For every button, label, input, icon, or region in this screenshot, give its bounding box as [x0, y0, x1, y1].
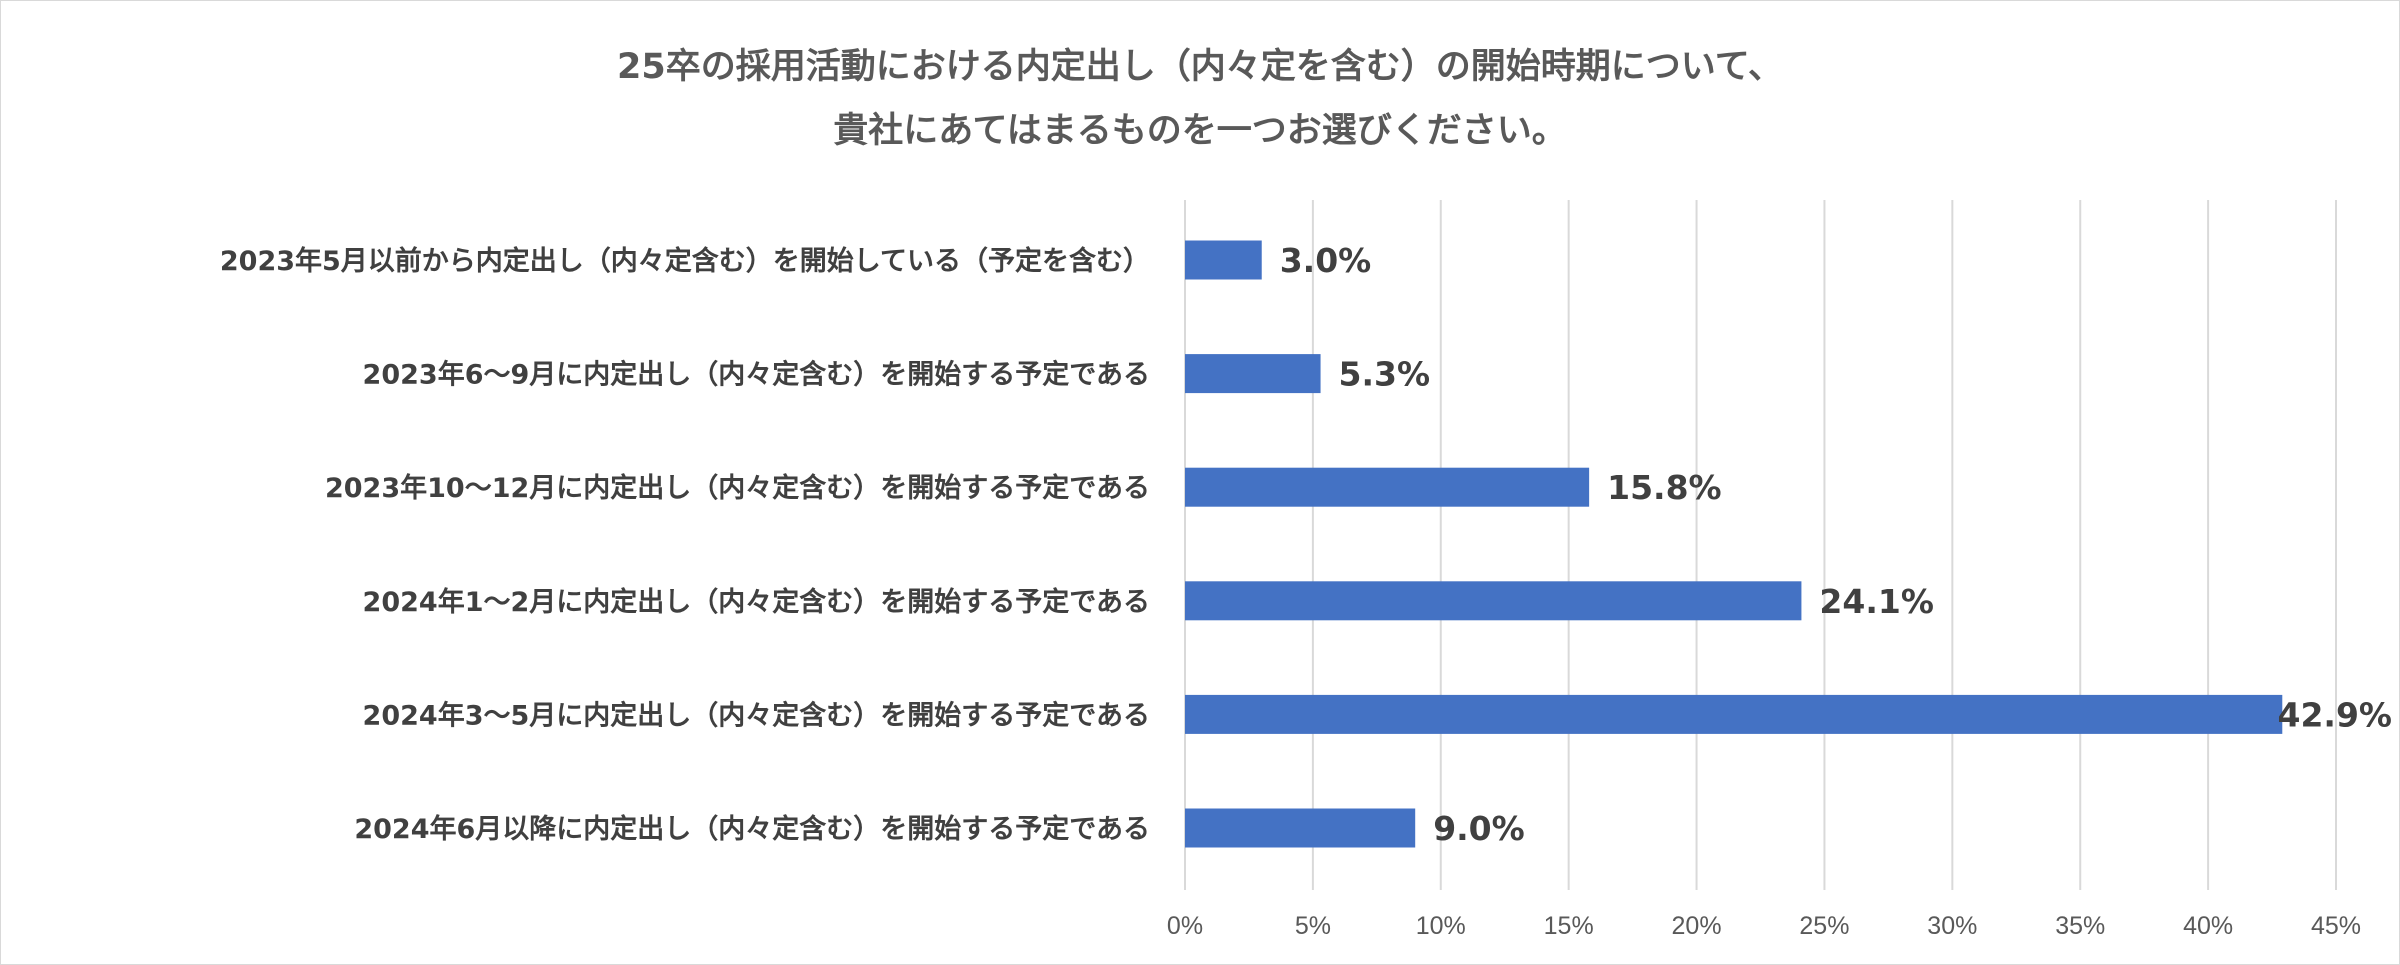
x-tick-label: 40%	[2183, 912, 2233, 940]
category-label: 2023年5月以前から内定出し（内々定含む）を開始している（予定を含む）	[220, 245, 1150, 277]
bar	[1185, 240, 1262, 280]
category-label: 2024年3～5月に内定出し（内々定含む）を開始する予定である	[363, 699, 1150, 731]
bars	[1185, 240, 2283, 848]
category-label: 2023年10～12月に内定出し（内々定含む）を開始する予定である	[325, 472, 1150, 504]
value-label: 24.1%	[1819, 582, 1934, 621]
value-label: 15.8%	[1607, 468, 1722, 507]
x-axis-tick-labels: 0% 5% 10% 15% 20% 25% 30% 35% 40% 45%	[1167, 912, 2361, 940]
bar	[1185, 808, 1416, 848]
category-label: 2024年6月以降に内定出し（内々定含む）を開始する予定である	[354, 813, 1150, 845]
chart-title-line-1: 25卒の採用活動における内定出し（内々定を含む）の開始時期について、	[617, 47, 1783, 87]
bar	[1185, 694, 2283, 734]
category-labels: 2023年5月以前から内定出し（内々定含む）を開始している（予定を含む） 2023…	[220, 245, 1150, 845]
bar	[1185, 467, 1590, 507]
value-label: 9.0%	[1433, 809, 1525, 848]
x-tick-label: 25%	[1799, 912, 1849, 940]
gridlines	[1184, 200, 2337, 890]
bar	[1185, 581, 1802, 621]
category-label: 2023年6～9月に内定出し（内々定含む）を開始する予定である	[363, 359, 1150, 391]
value-label: 5.3%	[1339, 355, 1431, 394]
x-tick-label: 10%	[1416, 912, 1466, 940]
value-label: 42.9%	[2278, 695, 2393, 734]
x-tick-label: 45%	[2311, 912, 2361, 940]
x-tick-label: 35%	[2055, 912, 2105, 940]
category-label: 2024年1～2月に内定出し（内々定含む）を開始する予定である	[363, 586, 1150, 618]
value-label: 3.0%	[1280, 241, 1372, 280]
x-tick-label: 15%	[1544, 912, 1594, 940]
x-tick-label: 0%	[1167, 912, 1203, 940]
x-tick-label: 5%	[1295, 912, 1331, 940]
x-tick-label: 30%	[1927, 912, 1977, 940]
x-tick-label: 20%	[1672, 912, 1722, 940]
bar	[1185, 354, 1321, 394]
value-labels: 3.0% 5.3% 15.8% 24.1% 42.9% 9.0%	[1280, 241, 2392, 848]
chart-title-line-2: 貴社にあてはまるものを一つお選びください。	[833, 111, 1567, 151]
